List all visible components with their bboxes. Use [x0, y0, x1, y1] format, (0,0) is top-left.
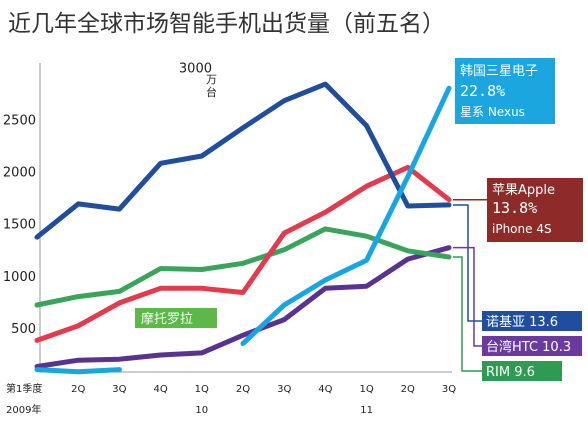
label-samsung-name: 韩国三星电子: [460, 64, 538, 79]
label-box-nokia: 诺基亚 13.6: [482, 311, 582, 331]
label-apple-share: 13.8%: [492, 199, 537, 217]
label-samsung-model: 星系 Nexus: [460, 105, 525, 119]
x-tick-label-10: 3Q: [442, 384, 456, 395]
x-ticks: 第1季度 2009年 2Q 3Q 4Q 1Q 10 2Q 3Q 4Q 1Q 11 2Q 3Q: [6, 382, 456, 416]
y-tick-label-1000: 1000: [3, 270, 36, 285]
series-line-rim: [34, 226, 452, 308]
label-samsung-share: 22.8%: [460, 82, 505, 100]
series-line-apple: [34, 164, 452, 343]
chart-title: 近几年全球市场智能手机出货量（前五名）: [8, 11, 445, 37]
label-connectors: [453, 198, 487, 372]
series-line-samsung-1: [240, 85, 452, 346]
label-box-apple-bg: [487, 178, 583, 242]
label-box-htc: 台湾HTC 10.3: [482, 336, 582, 356]
connector-htc: [453, 246, 482, 347]
label-box-htc-bg: [482, 336, 582, 356]
label-box-rim: RIM 9.6: [482, 361, 562, 381]
x-tick-label-3: 4Q: [153, 384, 167, 395]
series-line-samsung-0: [34, 367, 122, 375]
x-tick-label-1: 2Q: [71, 384, 85, 395]
label-rim: RIM 9.6: [486, 365, 535, 380]
x-tick-label-2: 3Q: [112, 384, 126, 395]
y-tick-label-2500: 2500: [3, 114, 36, 129]
label-box-samsung: 韩国三星电子 22.8% 星系 Nexus: [455, 58, 555, 124]
label-htc: 台湾HTC 10.3: [486, 339, 571, 355]
y-unit-label: 万台: [206, 73, 217, 99]
connector-nokia: [453, 204, 482, 322]
y-tick-label-500: 500: [11, 322, 36, 337]
connector-rim: [453, 256, 482, 372]
label-nokia: 诺基亚 13.6: [486, 315, 558, 330]
y-tick-label-2000: 2000: [3, 166, 36, 181]
x-tick-label-8: 1Q: [359, 384, 373, 395]
series-line-htc: [34, 245, 452, 369]
label-box-apple: 苹果Apple 13.8% iPhone 4S: [487, 178, 583, 242]
series-line-nokia: [34, 81, 452, 240]
y-tick-label-1500: 1500: [3, 218, 36, 233]
label-box-rim-bg: [482, 361, 562, 381]
label-box-motorola-bg: [135, 308, 217, 328]
label-box-samsung-bg: [455, 58, 555, 124]
x-tick-sub-4: 10: [195, 405, 208, 416]
y-tick-label-3000: 3000: [179, 61, 212, 76]
x-tick-label-5: 2Q: [236, 384, 250, 395]
y-ticks: 500 1000 1500 2000 2500 3000: [3, 61, 212, 337]
x-tick-label-9: 2Q: [401, 384, 415, 395]
label-box-nokia-bg: [482, 311, 582, 331]
x-tick-label-6: 3Q: [277, 384, 291, 395]
x-tick-label-7: 4Q: [318, 384, 332, 395]
x-tick-label-4: 1Q: [195, 384, 209, 395]
x-tick-sub-0: 2009年: [6, 403, 41, 416]
x-tick-sub-8: 11: [360, 405, 373, 416]
label-apple-name: 苹果Apple: [492, 183, 555, 198]
label-box-motorola: 摩托罗拉: [135, 308, 217, 328]
series-lines: [34, 81, 452, 375]
x-tick-label-0: 第1季度: [6, 382, 42, 395]
label-motorola: 摩托罗拉: [141, 311, 193, 327]
label-apple-model: iPhone 4S: [492, 222, 552, 236]
